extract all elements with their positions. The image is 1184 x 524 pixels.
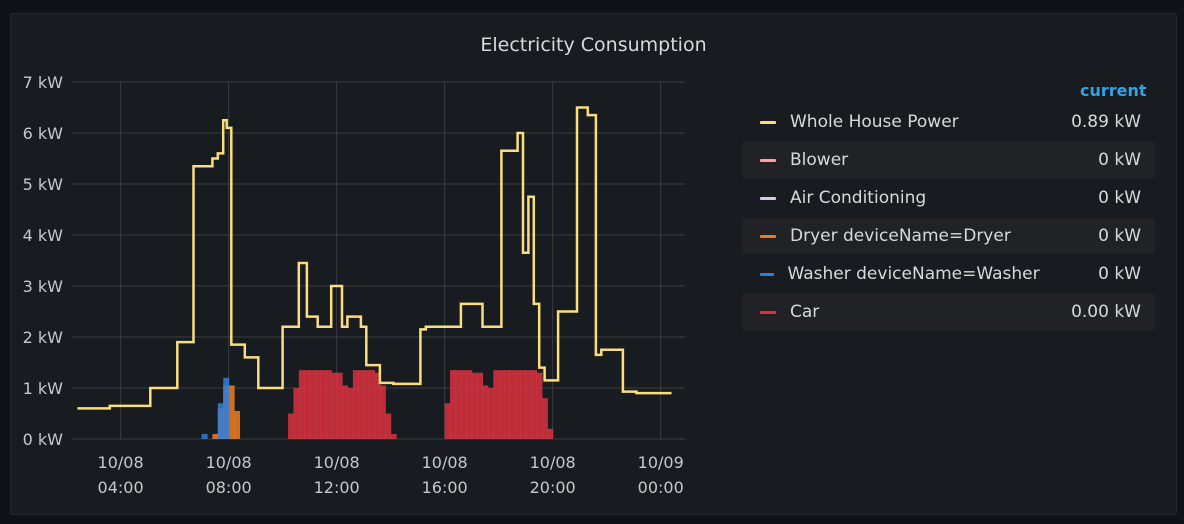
car-bar [547,428,554,439]
car-bar [288,413,295,439]
legend-item-label: Dryer deviceName=Dryer [790,226,1011,246]
car-bar [525,370,532,439]
x-tick-date-label: 10/09 [638,453,684,472]
x-tick-date-label: 10/08 [422,453,468,472]
car-bar [304,370,311,439]
washer-bar [223,377,230,439]
car-bar [342,385,349,439]
dryer-bar [234,410,241,439]
car-bar [363,370,370,439]
legend-item-label: Washer deviceName=Washer [787,264,1040,284]
y-tick-label: 3 kW [23,277,64,296]
car-bar [471,372,478,439]
dryer-bar [212,433,219,439]
car-bar [477,372,484,439]
panel-title[interactable]: Electricity Consumption [480,34,707,56]
legend-item-dryer[interactable]: Dryer deviceName=Dryer 0 kW [742,218,1155,254]
car-bar [320,370,327,439]
car-bar [331,372,338,439]
car-bar [352,370,359,439]
chart-plot: 0 kW 1 kW 2 kW 3 kW 4 kW 5 kW 6 kW 7 kW 10/08 04:… [23,73,685,497]
legend-item-value: 0.00 kW [1071,302,1141,322]
legend-swatch-icon [760,310,776,314]
car-bar [390,433,397,439]
y-tick-label: 2 kW [23,328,64,347]
car-bar [444,403,451,439]
legend-item-label: Air Conditioning [790,188,927,208]
car-bar [379,385,386,439]
car-bar [541,398,548,439]
legend-item-value: 0 kW [1098,264,1141,284]
car-bar [450,370,457,439]
car-bar [298,370,305,439]
car-bar [460,370,467,439]
legend-item-label: Blower [790,150,849,170]
y-tick-label: 6 kW [23,124,64,143]
car-bar [293,388,300,439]
legend-item-value: 0 kW [1098,150,1141,170]
car-bar [347,388,354,439]
legend-item-value: 0.89 kW [1071,112,1141,132]
car-bar [455,370,462,439]
x-tick-date-label: 10/08 [98,453,144,472]
x-tick-date-label: 10/08 [314,453,360,472]
legend-swatch-icon [760,234,776,238]
legend-swatch-icon [760,158,776,162]
whole-house-power-line [77,106,672,410]
x-tick-date-label: 10/08 [530,453,576,472]
car-bar [493,370,500,439]
x-tick-time-label: 04:00 [98,478,144,497]
legend-swatch-icon [760,272,774,276]
legend-item-car[interactable]: Car 0.00 kW [742,294,1155,330]
legend-item-air-conditioning[interactable]: Air Conditioning 0 kW [742,180,1155,216]
car-bar [374,372,381,439]
car-bar [536,372,543,439]
legend-item-blower[interactable]: Blower 0 kW [742,142,1155,178]
dryer-bar [228,385,235,439]
car-bar [358,370,365,439]
y-tick-label: 1 kW [23,379,64,398]
legend-swatch-icon [760,196,776,200]
car-bar [504,370,511,439]
washer-bar [201,433,208,439]
x-tick-time-label: 20:00 [530,478,576,497]
car-bar [309,370,316,439]
washer-bar [217,403,224,439]
y-tick-label: 0 kW [23,430,64,449]
car-bar [531,370,538,439]
car-bar [514,370,521,439]
legend-swatch-icon [760,120,776,124]
legend-current-header[interactable]: current [1080,81,1147,100]
x-tick-time-label: 12:00 [314,478,360,497]
car-bar [369,370,376,439]
legend-item-value: 0 kW [1098,188,1141,208]
x-tick-date-label: 10/08 [206,453,252,472]
legend-item-whole-house-power[interactable]: Whole House Power 0.89 kW [742,104,1155,140]
chart-panel: Electricity Consumption [10,13,1177,515]
legend-item-washer[interactable]: Washer deviceName=Washer 0 kW [742,256,1155,292]
car-bar [325,370,332,439]
y-tick-label: 4 kW [23,226,64,245]
car-bar [487,388,494,439]
car-bar [385,413,392,439]
car-bar [466,370,473,439]
car-bar [336,372,343,439]
legend-item-label: Whole House Power [790,112,959,132]
car-bar [509,370,516,439]
car-bar [482,385,489,439]
car-bar [520,370,527,439]
y-tick-label: 5 kW [23,175,64,194]
x-tick-time-label: 08:00 [206,478,252,497]
x-tick-time-label: 16:00 [422,478,468,497]
car-bar [315,370,322,439]
car-bar [498,370,505,439]
legend-item-label: Car [790,302,820,322]
legend-item-value: 0 kW [1098,226,1141,246]
x-tick-time-label: 00:00 [638,478,684,497]
y-tick-label: 7 kW [23,73,64,92]
